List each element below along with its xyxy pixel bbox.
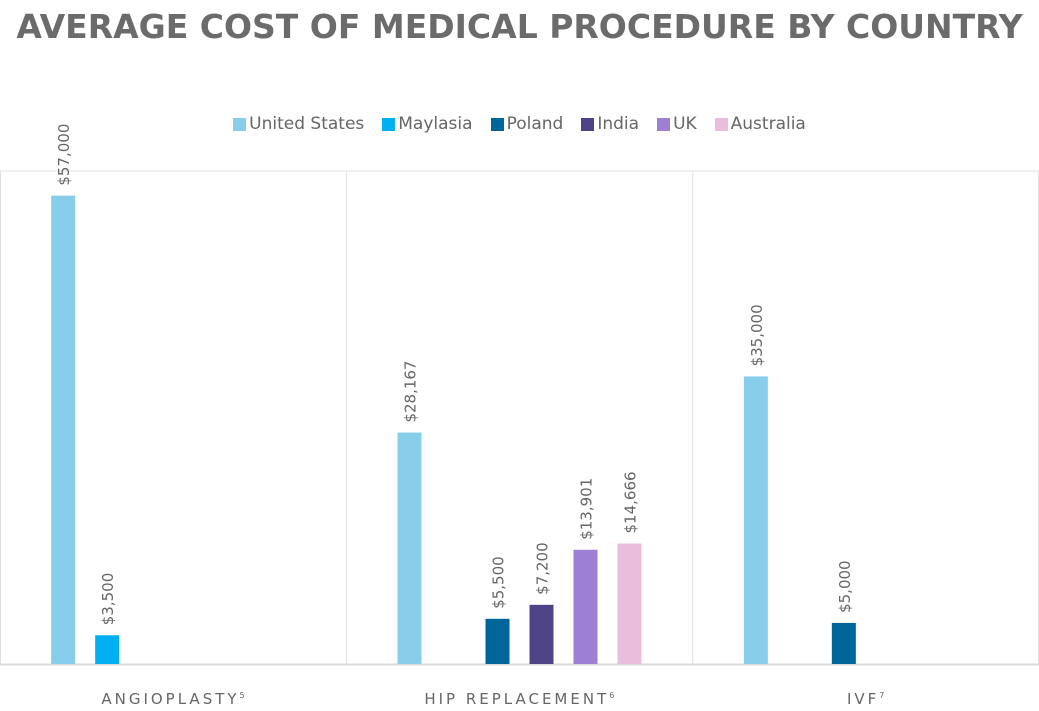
bar: [51, 195, 76, 664]
data-label: $5,000: [836, 560, 854, 613]
bar: [397, 432, 422, 664]
legend: United States Maylasia Poland India UK Austra…: [0, 114, 1039, 134]
data-label: $3,500: [99, 573, 117, 626]
bar: [743, 376, 768, 664]
category-label: IVF7: [693, 690, 1039, 708]
data-label: $14,666: [622, 471, 640, 533]
footnote-marker: 6: [609, 691, 615, 700]
footnote-marker: 5: [239, 691, 245, 700]
bar: [831, 622, 856, 664]
bar: [617, 543, 642, 664]
legend-swatch: [657, 117, 671, 131]
plot-border: [0, 170, 1039, 665]
legend-label: United States: [249, 114, 365, 134]
legend-item: Poland: [490, 114, 564, 134]
legend-label: Poland: [506, 114, 564, 134]
data-label: $5,500: [490, 556, 508, 609]
category-name: HIP REPLACEMENT: [424, 690, 610, 708]
legend-label: India: [597, 114, 640, 134]
data-label: $13,901: [578, 478, 596, 540]
legend-swatch: [382, 117, 396, 131]
legend-label: Australia: [730, 114, 806, 134]
category-label: ANGIOPLASTY5: [0, 690, 346, 708]
legend-item: India: [581, 114, 639, 134]
legend-item: UK: [657, 114, 697, 134]
legend-item: Australia: [714, 114, 806, 134]
legend-swatch: [714, 117, 728, 131]
chart-title: AVERAGE COST OF MEDICAL PROCEDURE BY COU…: [16, 7, 1023, 46]
legend-swatch: [581, 117, 595, 131]
legend-item: Maylasia: [382, 114, 473, 134]
bar: [529, 604, 554, 664]
bar: [95, 635, 120, 664]
legend-label: UK: [673, 114, 697, 134]
data-label: $57,000: [55, 124, 73, 186]
category-name: ANGIOPLASTY: [101, 690, 240, 708]
legend-swatch: [490, 117, 504, 131]
legend-item: United States: [233, 114, 364, 134]
data-label: $35,000: [748, 304, 766, 366]
category-label: HIP REPLACEMENT6: [346, 690, 692, 708]
legend-label: Maylasia: [398, 114, 473, 134]
data-label: $7,200: [534, 542, 552, 595]
bar: [485, 618, 510, 664]
footnote-marker: 7: [879, 691, 885, 700]
data-label: $28,167: [402, 361, 420, 423]
legend-swatch: [233, 117, 247, 131]
category-name: IVF: [846, 690, 880, 708]
bar: [573, 549, 598, 664]
